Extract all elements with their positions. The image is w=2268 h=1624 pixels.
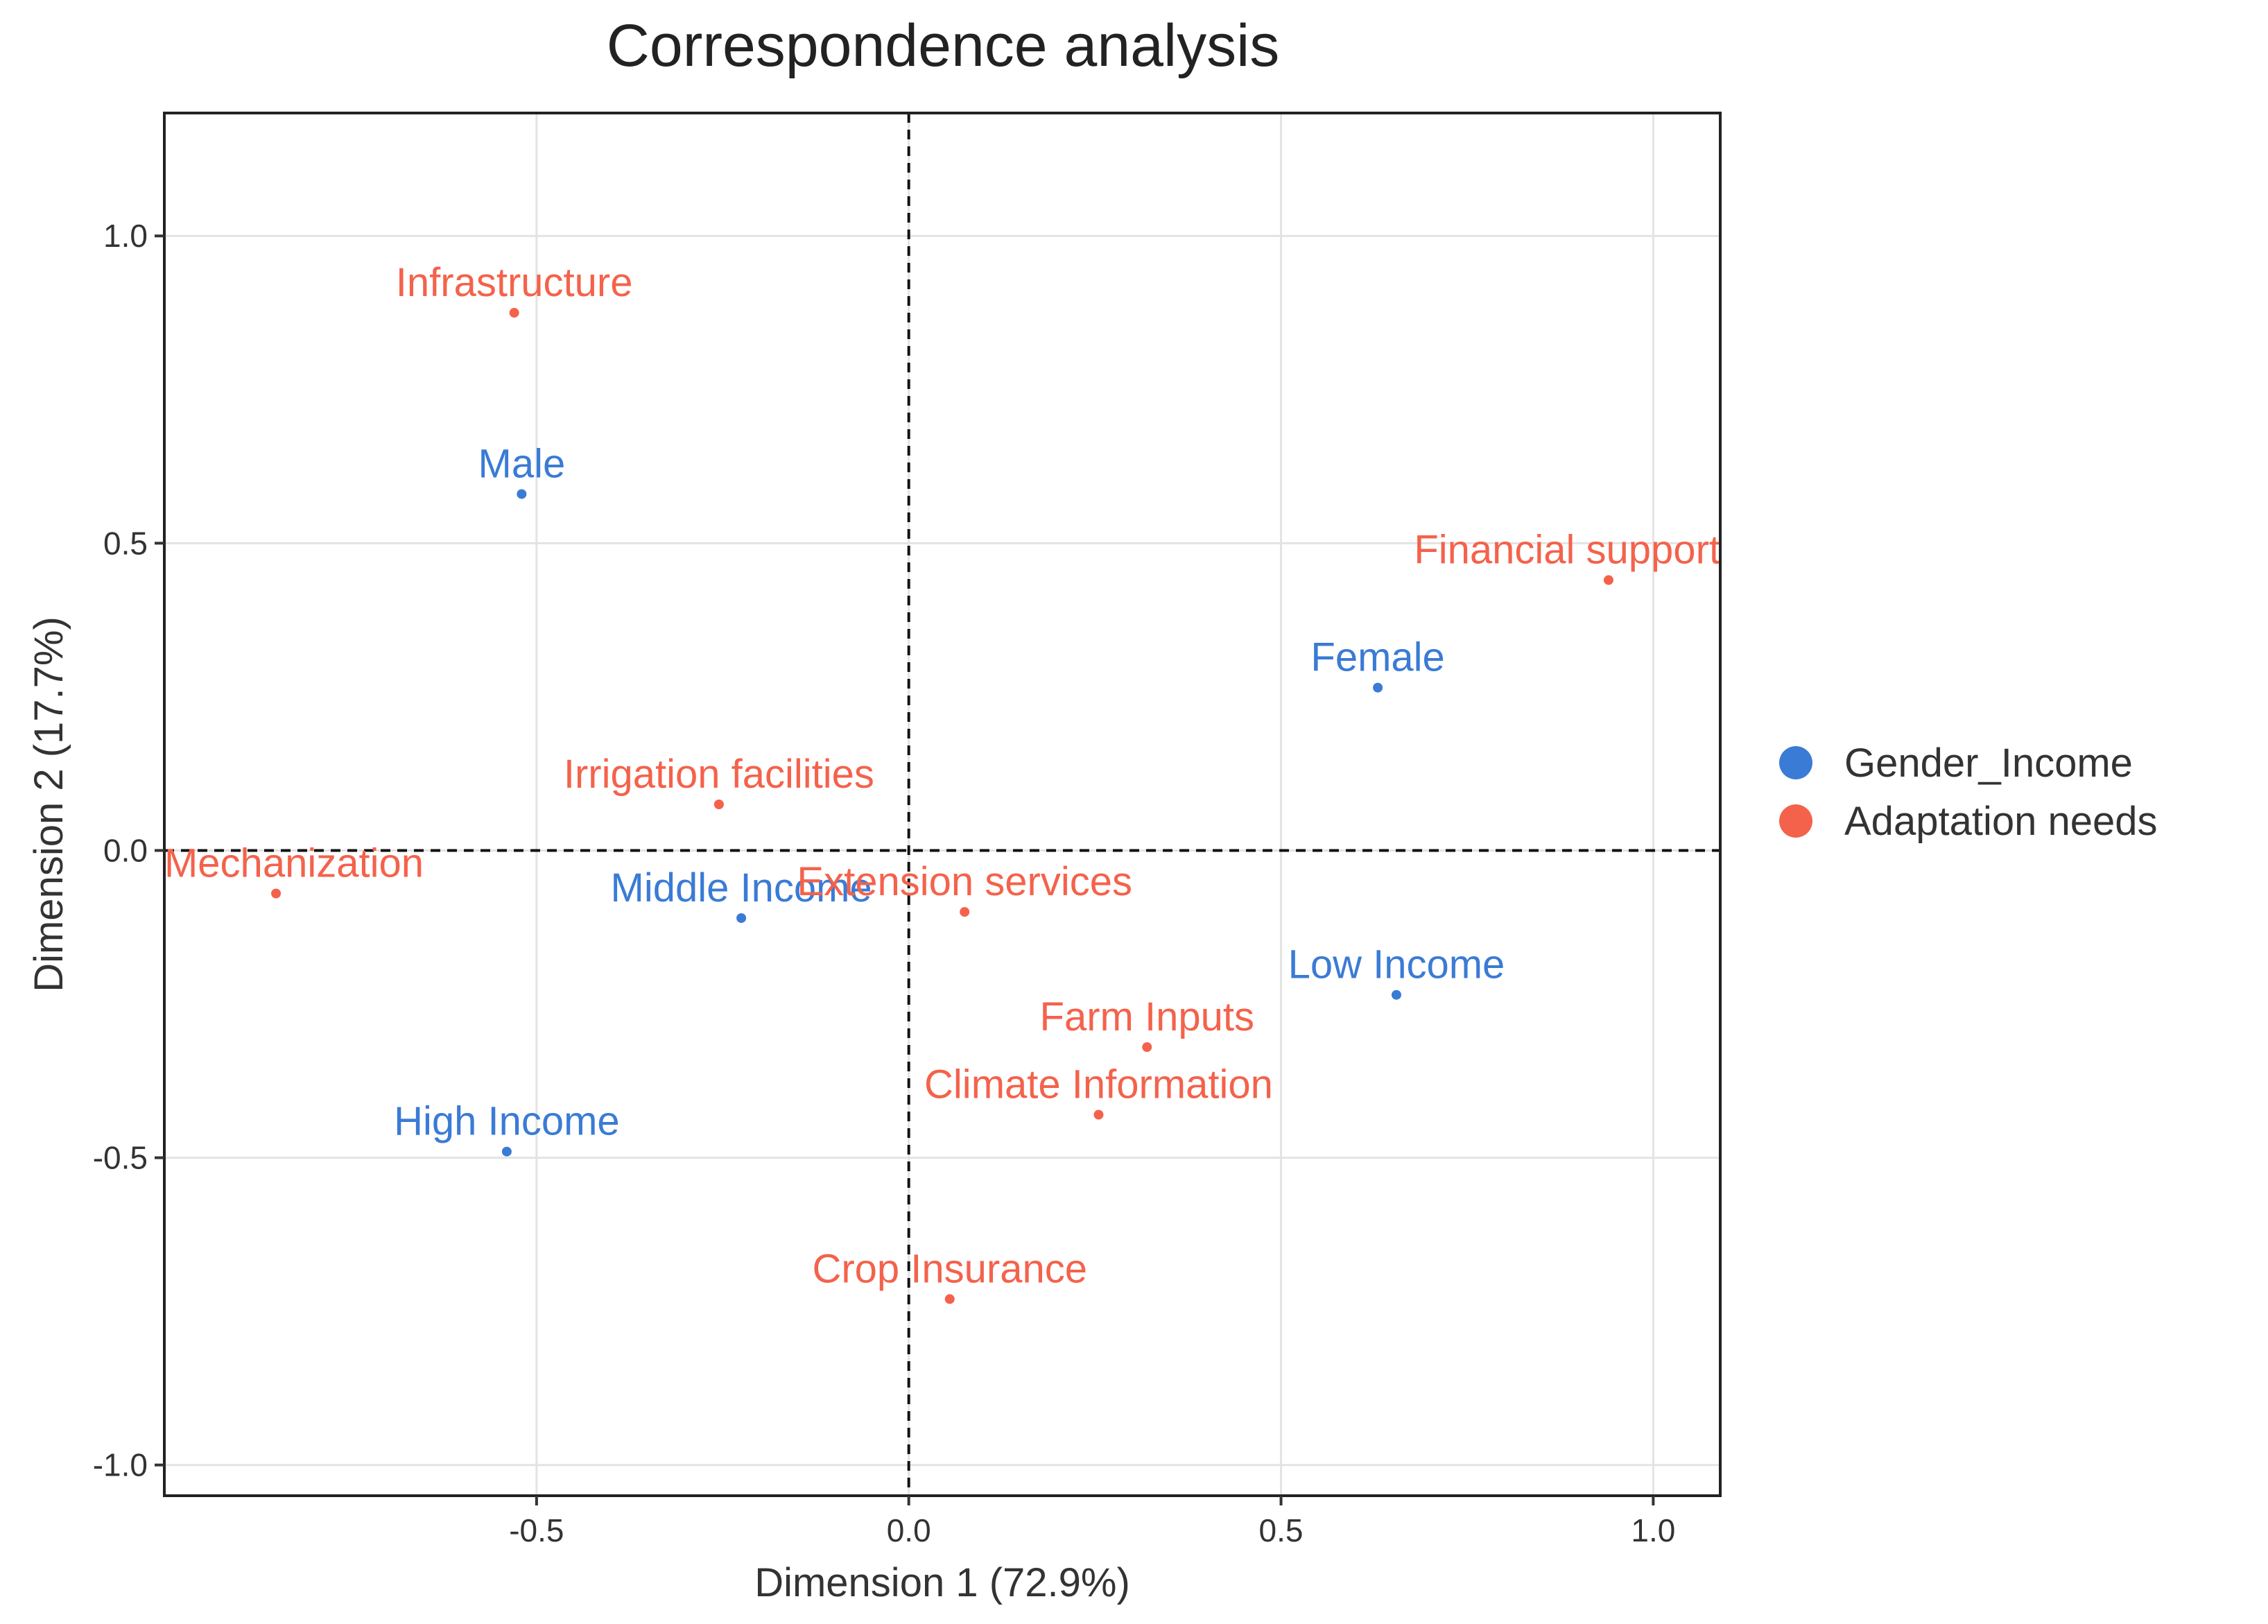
data-point xyxy=(713,800,724,809)
data-point xyxy=(1391,990,1401,1000)
plot-panel-border xyxy=(163,112,1722,1497)
x-tick-label: 0.0 xyxy=(887,1512,931,1548)
data-point xyxy=(1093,1109,1104,1120)
point-label: Farm Inputs xyxy=(1040,994,1254,1039)
point-label: Crop Insurance xyxy=(812,1246,1087,1291)
point-label: Irrigation facilities xyxy=(564,752,874,797)
y-axis-ticks: -1.0 -0.5 0.0 0.5 1.0 xyxy=(93,218,164,1483)
legend-label: Adaptation needs xyxy=(1844,799,2157,844)
chart-title: Correspondence analysis xyxy=(607,12,1279,79)
data-point xyxy=(736,913,747,923)
point-label: Financial support xyxy=(1414,528,1720,573)
legend-key xyxy=(1779,804,1812,838)
y-tick-label: 0.0 xyxy=(103,832,148,868)
x-axis-title: Dimension 1 (72.9%) xyxy=(754,1560,1130,1605)
y-tick-label: 1.0 xyxy=(103,218,148,254)
reference-lines xyxy=(164,113,1720,1496)
y-axis-title: Dimension 2 (17.7%) xyxy=(26,616,71,992)
point-label: Climate Information xyxy=(924,1062,1273,1107)
data-point xyxy=(1373,682,1383,693)
data-point xyxy=(944,1294,955,1304)
point-label: Middle Income xyxy=(611,865,872,910)
x-tick-label: 1.0 xyxy=(1631,1512,1675,1548)
data-point xyxy=(509,308,519,318)
point-label: High Income xyxy=(394,1099,620,1144)
legend: Gender_Income Adaptation needs xyxy=(1779,741,2157,844)
point-label: Female xyxy=(1310,635,1444,680)
x-tick-label: -0.5 xyxy=(509,1512,564,1548)
data-point xyxy=(1142,1042,1152,1053)
point-label: Infrastructure xyxy=(396,260,633,305)
data-point xyxy=(501,1146,512,1157)
data-points xyxy=(271,308,1613,1304)
y-tick-label: 0.5 xyxy=(103,525,148,561)
point-label: Low Income xyxy=(1288,942,1505,987)
data-point xyxy=(517,489,527,499)
x-axis-ticks: -0.5 0.0 0.5 1.0 xyxy=(509,1496,1675,1548)
data-point xyxy=(1603,575,1613,585)
point-label: Extension services xyxy=(797,859,1132,904)
legend-key xyxy=(1779,746,1812,779)
legend-label: Gender_Income xyxy=(1844,741,2133,786)
data-point xyxy=(960,907,970,917)
y-tick-label: -1.0 xyxy=(93,1447,148,1483)
y-tick-label: -0.5 xyxy=(93,1140,148,1176)
point-labels: Male Female Middle Income Low Income High In… xyxy=(164,260,1720,1291)
point-label: Male xyxy=(478,441,566,486)
point-label: Mechanization xyxy=(164,841,424,886)
data-point xyxy=(271,888,282,899)
x-tick-label: 0.5 xyxy=(1259,1512,1304,1548)
